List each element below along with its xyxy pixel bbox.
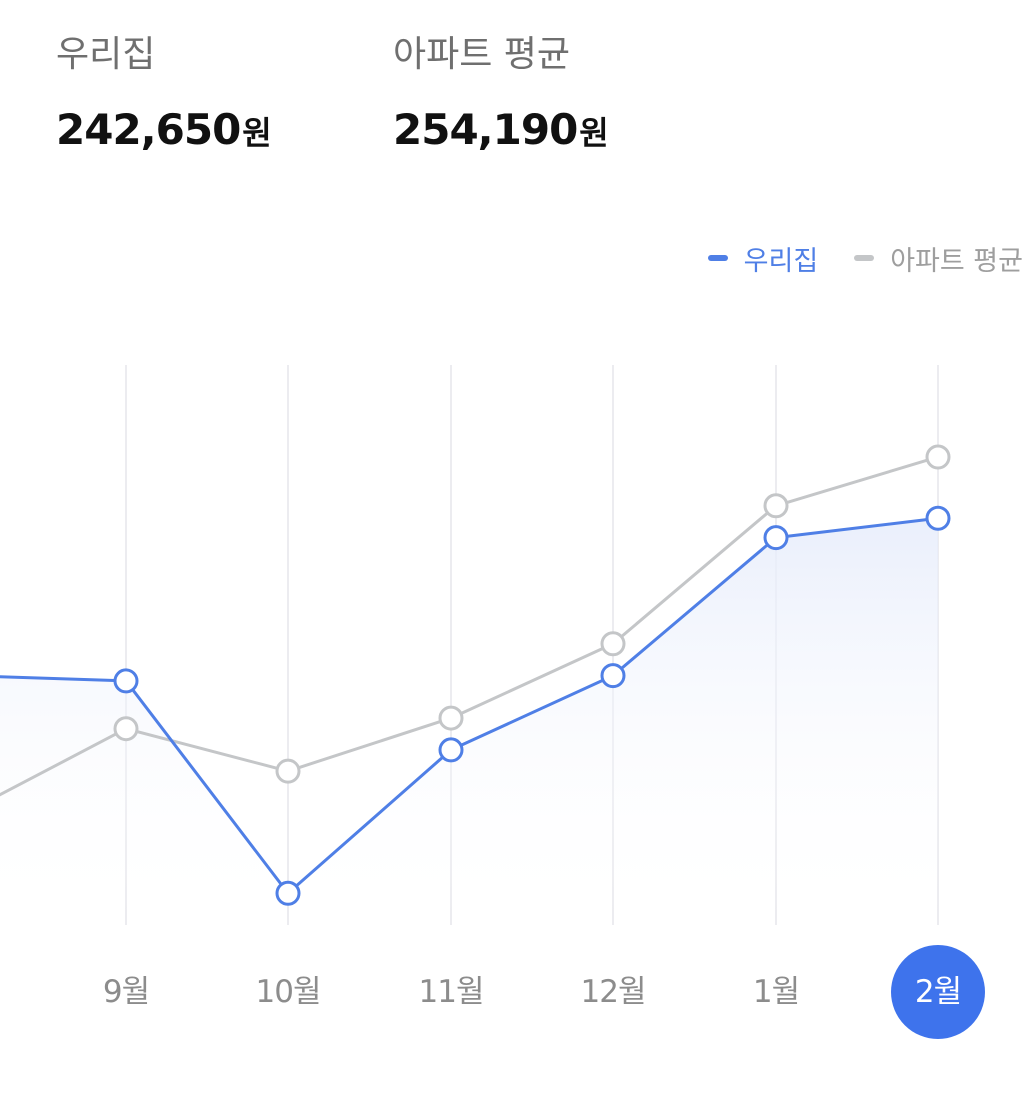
point-layer <box>113 444 951 906</box>
selected-month-marker <box>891 945 985 1039</box>
x-tick-label-11월[interactable]: 11월 <box>419 974 485 1010</box>
our-home-label: 우리집 <box>56 34 156 75</box>
x-tick-label-9월[interactable]: 9월 <box>103 974 150 1010</box>
area-layer <box>0 518 938 925</box>
legend-label-apartment-average: 아파트 평균 <box>890 245 1023 277</box>
x-tick-label-2월[interactable]: 2월 <box>915 974 962 1010</box>
legend-item-our-home: 우리집 <box>707 239 819 278</box>
data-point-apartment-average-9월 <box>113 716 139 742</box>
x-tick-label-12월[interactable]: 12월 <box>581 974 647 1010</box>
data-point-our-home-1월 <box>763 525 789 551</box>
data-point-apartment-average-12월 <box>600 631 626 657</box>
apartment-average-stat: 아파트 평균 254,190원 <box>393 30 609 165</box>
legend-label-our-home: 우리집 <box>743 245 819 277</box>
data-point-apartment-average-1월 <box>763 493 789 519</box>
our-home-unit: 원 <box>242 114 272 152</box>
data-point-apartment-average-10월 <box>275 758 301 784</box>
summary-panel: 우리집 242,650원 아파트 평균 254,190원 <box>0 0 1035 170</box>
chart-legend: 우리집 아파트 평균 <box>672 236 1023 280</box>
apartment-average-label: 아파트 평균 <box>393 34 571 75</box>
area-fill-our-home <box>0 518 938 925</box>
data-point-our-home-11월 <box>438 737 464 763</box>
our-home-value: 242,650원 <box>56 104 272 165</box>
our-home-amount: 242,650 <box>56 105 241 154</box>
x-tick-label-10월[interactable]: 10월 <box>256 974 322 1010</box>
legend-item-apartment-average: 아파트 평균 <box>854 239 1023 278</box>
data-point-apartment-average-2월 <box>925 444 951 470</box>
our-home-stat: 우리집 242,650원 <box>56 30 272 165</box>
legend-swatch-apartment-average <box>854 255 875 261</box>
apartment-average-unit: 원 <box>579 114 609 152</box>
data-point-our-home-9월 <box>113 668 139 694</box>
data-point-our-home-10월 <box>275 880 301 906</box>
data-point-apartment-average-11월 <box>438 705 464 731</box>
apartment-average-value: 254,190원 <box>393 104 609 165</box>
tick-layer: 9월 10월 11월 12월 1월 2월 <box>103 945 985 1039</box>
apartment-average-amount: 254,190 <box>393 105 578 154</box>
data-point-our-home-2월 <box>925 505 951 531</box>
data-point-our-home-12월 <box>600 663 626 689</box>
x-tick-label-1월[interactable]: 1월 <box>753 974 800 1010</box>
legend-swatch-our-home <box>707 255 728 261</box>
